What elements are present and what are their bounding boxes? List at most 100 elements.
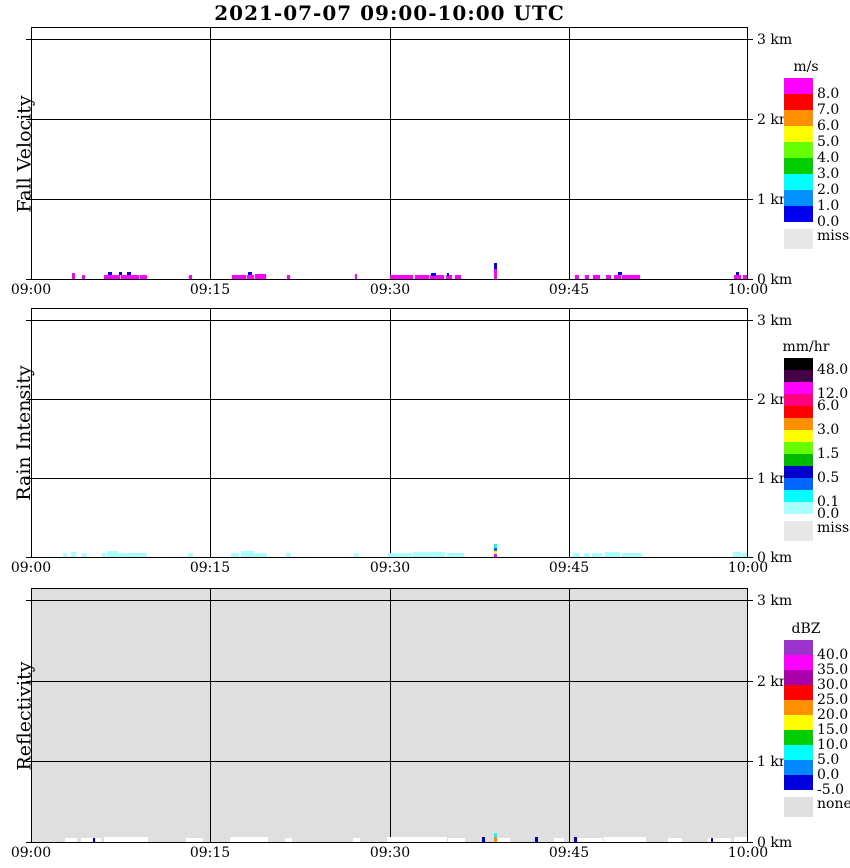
time-tick-label: 09:45 (548, 560, 590, 576)
data-mark (107, 551, 118, 557)
km-tick-label: 2 km (757, 674, 793, 690)
data-mark (82, 553, 87, 557)
km-tick-left (26, 199, 31, 200)
data-mark (72, 273, 75, 279)
missing-legend-label: miss (817, 520, 850, 536)
legend-value-label: 25.0 (817, 692, 849, 708)
data-mark (388, 553, 412, 557)
time-tick-label: 10:00 (727, 282, 769, 298)
data-mark (447, 553, 464, 557)
missing-legend-label: miss (817, 228, 850, 244)
data-mark (494, 263, 497, 269)
data-mark (248, 272, 252, 275)
time-gridline (569, 589, 570, 842)
data-mark (104, 837, 148, 842)
data-mark (71, 552, 76, 557)
legend-value-label: 0.1 (817, 494, 840, 510)
missing-legend-label: none (817, 796, 850, 812)
data-mark (102, 553, 106, 557)
legend-color-block (784, 745, 813, 760)
km-gridline (32, 478, 747, 479)
km-tick-label: 1 km (757, 754, 793, 770)
data-mark (431, 273, 436, 276)
km-gridline (32, 119, 747, 120)
data-mark (554, 838, 564, 842)
data-mark (498, 838, 510, 842)
legend-value-label: 7.0 (817, 102, 840, 118)
legend-color-block (784, 358, 813, 370)
legend-color-block (784, 655, 813, 670)
legend-color-block (784, 478, 813, 490)
legend-title: dBZ (791, 621, 821, 637)
data-mark (575, 275, 579, 279)
km-tick-left (26, 320, 31, 321)
data-mark (614, 275, 621, 279)
legend-value-label: 8.0 (817, 86, 840, 102)
km-tick-left (26, 279, 31, 280)
panel-3-label: Reflectivity (13, 661, 35, 770)
km-tick-right (748, 279, 753, 280)
legend-value-label: -5.0 (817, 782, 844, 798)
km-tick-left (26, 557, 31, 558)
data-mark (742, 553, 747, 557)
km-tick-label: 2 km (757, 392, 793, 408)
time-gridline (569, 309, 570, 557)
legend-color-block (784, 394, 813, 406)
data-mark (285, 838, 292, 842)
data-mark (118, 553, 147, 557)
time-tick-label: 09:30 (369, 845, 411, 861)
data-mark (387, 837, 447, 842)
km-tick-left (26, 399, 31, 400)
time-gridline (210, 589, 211, 842)
km-tick-left (26, 600, 31, 601)
data-mark (354, 553, 359, 557)
legend-color-block (784, 174, 813, 190)
legend-color-block (784, 158, 813, 174)
km-gridline (32, 761, 747, 762)
data-mark (573, 553, 580, 557)
time-tick-label: 09:45 (548, 282, 590, 298)
data-mark (711, 838, 713, 842)
km-tick-right (748, 842, 753, 843)
data-mark (447, 273, 449, 276)
legend-color-block (784, 190, 813, 206)
legend-value-label: 30.0 (817, 677, 849, 693)
km-tick-left (26, 478, 31, 479)
km-tick-label: 3 km (757, 593, 793, 609)
data-mark (593, 275, 600, 279)
legend-color-block (784, 760, 813, 775)
legend-color-block (784, 502, 813, 514)
data-mark (108, 272, 112, 275)
km-tick-left (26, 39, 31, 40)
data-mark (413, 552, 445, 557)
time-gridline (390, 589, 391, 842)
legend-color-block (784, 730, 813, 745)
legend-color-block (784, 110, 813, 126)
data-mark (111, 275, 120, 279)
km-tick-right (748, 681, 753, 682)
legend-color-block (784, 94, 813, 110)
data-mark (247, 275, 254, 279)
data-mark (622, 275, 640, 279)
km-tick-label: 0 km (757, 550, 793, 566)
legend-color-block (784, 382, 813, 394)
panel-2-plot-area (31, 308, 748, 558)
time-tick-label: 09:45 (548, 845, 590, 861)
time-tick-label: 09:00 (10, 560, 52, 576)
legend-value-label: 48.0 (817, 362, 849, 378)
legend-value-label: 1.5 (817, 446, 840, 462)
data-mark (448, 838, 465, 842)
data-mark (127, 272, 131, 275)
km-tick-right (748, 478, 753, 479)
legend-value-label: 3.0 (817, 422, 840, 438)
time-tick-label: 10:00 (727, 845, 769, 861)
legend-color-block (784, 442, 813, 454)
legend-value-label: 4.0 (817, 150, 840, 166)
legend-title: mm/hr (782, 339, 830, 355)
data-mark (446, 275, 452, 279)
data-mark (255, 274, 266, 279)
data-mark (494, 554, 497, 557)
data-mark (96, 838, 101, 842)
panel-3-plot-area (31, 588, 748, 843)
legend-color-block (784, 640, 813, 655)
